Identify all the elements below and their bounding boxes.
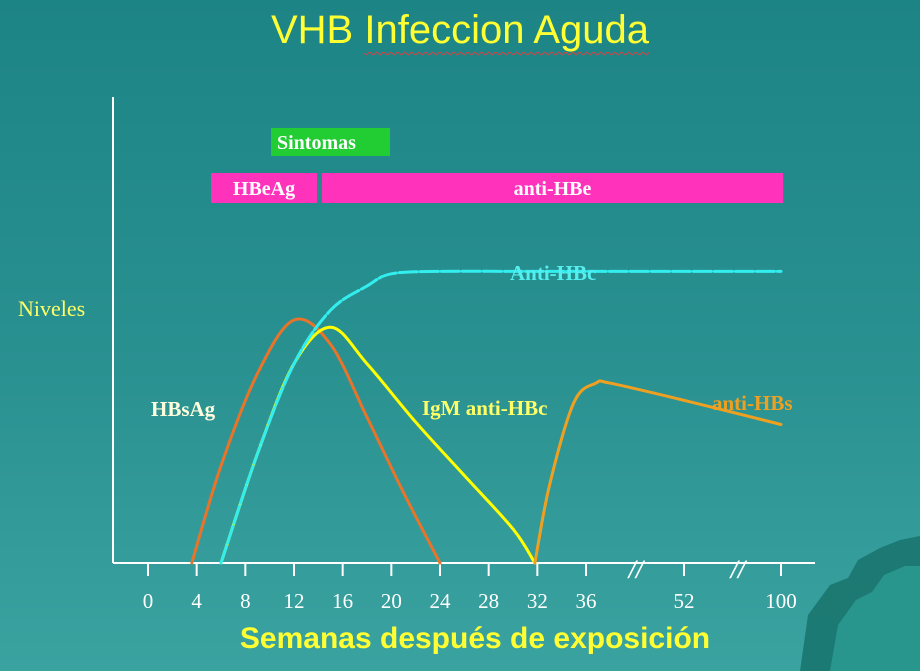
island-highlight xyxy=(830,566,920,671)
igm-anti-hbc-line xyxy=(219,325,537,565)
x-tick-label: 52 xyxy=(674,589,695,613)
y-axis-label: Niveles xyxy=(18,296,86,321)
x-tick-label: 20 xyxy=(381,589,402,613)
anti-hbs-line xyxy=(533,379,783,565)
x-tick-label: 12 xyxy=(284,589,305,613)
anti-hbc-line xyxy=(219,269,783,565)
x-tick-label: 8 xyxy=(240,589,251,613)
series-label: HBsAg xyxy=(151,397,216,421)
axis-break-marker: // xyxy=(627,555,646,584)
series-label: Anti-HBc xyxy=(510,261,596,285)
hbsag-line xyxy=(190,317,442,565)
hbeag-bar xyxy=(211,173,317,203)
sintomas-bar-label: Sintomas xyxy=(277,132,356,154)
hbeag-bar-label: HBeAg xyxy=(233,178,295,200)
series-label: IgM anti-HBc xyxy=(422,396,547,420)
x-tick-label: 16 xyxy=(332,589,353,613)
x-tick-label: 100 xyxy=(765,589,797,613)
x-tick-label: 0 xyxy=(143,589,154,613)
anti-hbe-bar-label: anti-HBe xyxy=(514,178,592,200)
sintomas-bar xyxy=(271,128,390,156)
x-tick-label: 36 xyxy=(576,589,597,613)
x-tick-label: 24 xyxy=(430,589,452,613)
chart-title: VHB Infeccion Aguda xyxy=(270,8,650,52)
series-label: anti-HBs xyxy=(712,391,793,415)
x-tick-label: 28 xyxy=(478,589,499,613)
x-tick-label: 32 xyxy=(527,589,548,613)
axis-break-marker: // xyxy=(729,555,748,584)
x-axis-label: Semanas después de exposición xyxy=(239,622,711,655)
anti-hbe-bar xyxy=(322,173,783,203)
x-tick-label: 4 xyxy=(191,589,202,613)
